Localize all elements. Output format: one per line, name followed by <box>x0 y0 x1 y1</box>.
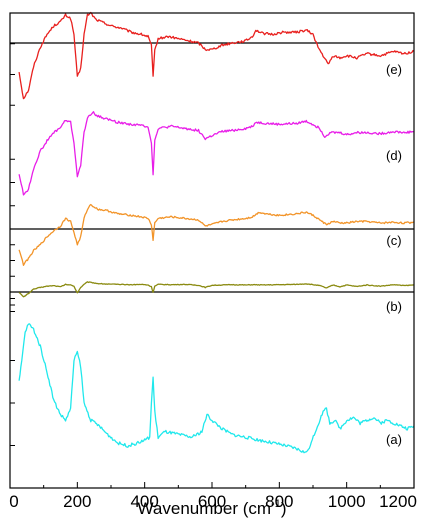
panel-label: (b) <box>386 299 402 314</box>
x-axis: 0 200 400 600 800 1000 1200 <box>9 482 417 511</box>
panel-label: (e) <box>386 62 402 77</box>
x-tick-label: 600 <box>198 492 226 511</box>
panel-d: (d) <box>10 111 415 207</box>
spectrum-line <box>18 281 415 298</box>
x-tick-label: 1000 <box>328 492 366 511</box>
panel-b: (b) <box>10 281 415 314</box>
panel-c: (c) <box>10 203 415 277</box>
x-tick-label: 0 <box>9 492 18 511</box>
panel-label: (a) <box>386 432 402 447</box>
spectrum-line <box>18 11 415 100</box>
x-axis-title: Wavenumber (cm-1) <box>138 498 287 518</box>
spectra-panels: (e) (d) (c) (b) (a) <box>10 11 415 454</box>
spectrum-line <box>18 203 415 266</box>
spectrum-line <box>18 111 415 196</box>
spectrum-line <box>18 323 415 454</box>
x-tick-label: 200 <box>63 492 91 511</box>
panel-label: (d) <box>386 148 402 163</box>
panel-a: (a) <box>10 323 415 454</box>
x-tick-label: 800 <box>265 492 293 511</box>
panel-label: (c) <box>386 233 401 248</box>
x-tick-label: 1200 <box>379 492 417 511</box>
panel-e: (e) <box>10 11 415 106</box>
x-tick-label: 400 <box>130 492 158 511</box>
plot-frame <box>9 12 415 489</box>
